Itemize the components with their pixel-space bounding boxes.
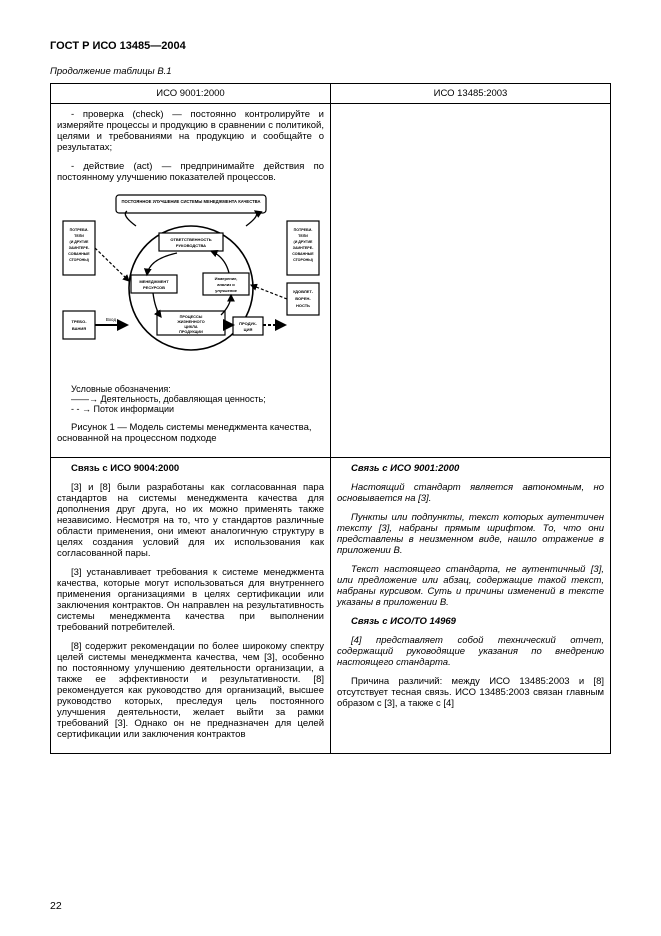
right-p1: Настоящий стандарт является автономным, … [337,482,604,504]
right-p2: Пункты или подпункты, текст которых ауте… [337,512,604,556]
right-heading-14969: Связь с ИСО/ТО 14969 [337,616,604,627]
legend-line1: ——→ Деятельность, добавляющая ценность; [57,394,324,404]
right-p3: Текст настоящего стандарта, не аутентичн… [337,564,604,608]
figure-caption: Рисунок 1 — Модель системы менеджмента к… [57,422,324,444]
left-p1: [3] и [8] были разработаны как согласова… [57,482,324,559]
svg-text:Вход: Вход [105,317,116,322]
table-continuation-label: Продолжение таблицы В.1 [50,66,611,77]
row1-left-cell: - проверка (check) — постоянно контролир… [51,104,331,458]
legend-title: Условные обозначения: [57,384,324,394]
legend: Условные обозначения: ——→ Деятельность, … [57,384,324,414]
right-heading-9001: Связь с ИСО 9001:2000 [337,463,604,474]
row2-left-cell: Связь с ИСО 9004:2000 [3] и [8] были раз… [51,458,331,754]
row2-right-cell: Связь с ИСО 9001:2000 Настоящий стандарт… [331,458,611,754]
left-p3: [8] содержит рекомендации по более широк… [57,641,324,740]
process-model-diagram: ПОСТОЯННОЕ УЛУЧШЕНИЕ СИСТЕМЫ МЕНЕДЖМЕНТА… [57,193,324,376]
diagram-top-title: ПОСТОЯННОЕ УЛУЧШЕНИЕ СИСТЕМЫ МЕНЕДЖМЕНТА… [121,199,260,204]
svg-text:МЕНЕДЖМЕНТРЕСУРСОВ: МЕНЕДЖМЕНТРЕСУРСОВ [139,279,169,290]
col-header-iso9001: ИСО 9001:2000 [51,84,331,104]
comparison-table: ИСО 9001:2000 ИСО 13485:2003 - проверка … [50,83,611,754]
document-title: ГОСТ Р ИСО 13485—2004 [50,40,611,52]
svg-text:Измерение,анализ иулучшение: Измерение,анализ иулучшение [214,276,237,293]
left-p2: [3] устанавливает требования к системе м… [57,567,324,633]
row1-right-cell [331,104,611,458]
svg-text:ОТВЕТСТВЕННОСТЬРУКОВОДСТВА: ОТВЕТСТВЕННОСТЬРУКОВОДСТВА [170,237,211,248]
page-number: 22 [50,900,62,912]
legend-line2: - - → Поток информации [57,404,324,414]
para-act: - действие (act) — предпринимайте действ… [57,161,324,183]
left-heading-9004: Связь с ИСО 9004:2000 [57,463,324,474]
col-header-iso13485: ИСО 13485:2003 [331,84,611,104]
right-p5: Причина различий: между ИСО 13485:2003 и… [337,676,604,709]
para-check: - проверка (check) — постоянно контролир… [57,109,324,153]
right-p4: [4] представляет собой технический отчет… [337,635,604,668]
